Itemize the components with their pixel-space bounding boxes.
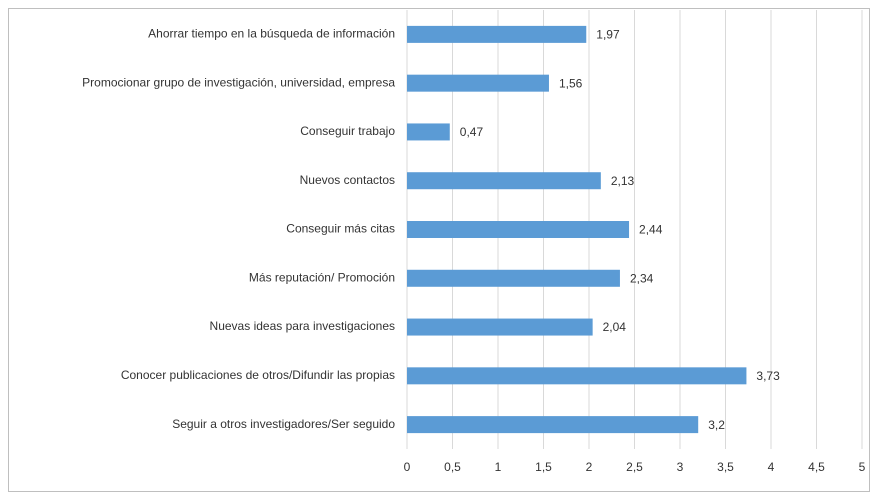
bar — [407, 269, 620, 287]
y-tick-label: Más reputación/ Promoción — [249, 270, 395, 284]
x-tick-label: 1,5 — [535, 460, 552, 474]
x-tick-label: 4,5 — [808, 460, 825, 474]
data-label: 2,04 — [603, 320, 627, 334]
y-tick-label: Conocer publicaciones de otros/Difundir … — [121, 368, 395, 382]
bar — [407, 25, 587, 43]
x-tick-label: 3 — [677, 460, 684, 474]
x-tick-label: 0,5 — [444, 460, 461, 474]
x-tick-label: 2 — [586, 460, 593, 474]
y-tick-label: Promocionar grupo de investigación, univ… — [82, 75, 395, 89]
data-label: 3,73 — [756, 369, 780, 383]
x-tick-label: 3,5 — [717, 460, 734, 474]
y-tick-label: Conseguir trabajo — [300, 124, 395, 138]
y-tick-label: Ahorrar tiempo en la búsqueda de informa… — [148, 27, 395, 41]
bar — [407, 74, 549, 92]
x-tick-label: 2,5 — [626, 460, 643, 474]
data-label: 1,97 — [596, 28, 620, 42]
bar — [407, 172, 601, 190]
data-label: 3,2 — [708, 418, 725, 432]
data-label: 2,34 — [630, 271, 654, 285]
x-tick-label: 1 — [495, 460, 502, 474]
y-tick-label: Nuevos contactos — [300, 173, 395, 187]
data-label: 2,13 — [611, 174, 635, 188]
data-label: 1,56 — [559, 76, 583, 90]
chart-border — [8, 8, 870, 492]
y-tick-label: Conseguir más citas — [286, 222, 395, 236]
x-tick-label: 0 — [404, 460, 411, 474]
x-tick-label: 4 — [768, 460, 775, 474]
bar — [407, 123, 450, 141]
bar — [407, 221, 630, 238]
bar — [407, 367, 747, 385]
bar — [407, 416, 699, 434]
data-label: 0,47 — [460, 125, 484, 139]
y-tick-label: Seguir a otros investigadores/Ser seguid… — [172, 417, 395, 431]
y-tick-label: Nuevas ideas para investigaciones — [210, 319, 395, 333]
bar — [407, 318, 593, 336]
data-label: 2,44 — [639, 223, 663, 237]
x-tick-label: 5 — [859, 460, 866, 474]
